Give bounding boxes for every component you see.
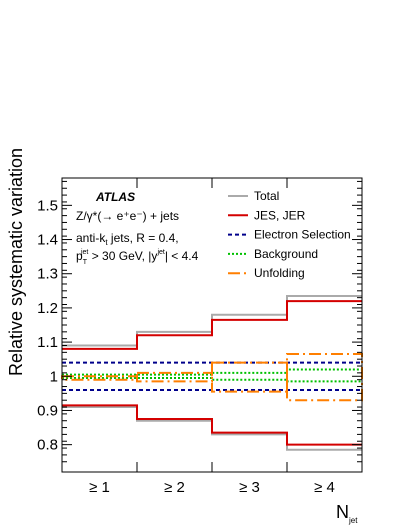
info-line-2: anti-kt jets, R = 0.4, [76,231,179,247]
series-box-unfolding [211,361,288,393]
series-line-jes-jer-up [62,300,362,350]
y-tick-label: 1.2 [37,300,58,317]
x-axis-ticks: ≥ 1 ≥ 2 ≥ 3 ≥ 4 [89,178,335,496]
y-tick-label: 1.1 [37,334,58,351]
legend-label-total: Total [254,189,279,203]
y-tick-label: 0.8 [37,437,58,454]
x-axis-label-main: N [336,502,349,522]
y-axis-label: Relative systematic variation [6,148,26,376]
x-axis-label: Njet [336,502,358,525]
info-line-2-sub: t [105,238,108,247]
legend-label-electron-selection: Electron Selection [254,228,351,242]
info-line-2-main: anti-k [76,231,106,245]
info-line-3: pTjet > 30 GeV, |yjet| < 4.4 [76,249,199,266]
y-axis-ticks: 0.8 0.9 1 1.1 1.2 1.3 1.4 1.5 [37,180,362,463]
y-tick-label: 1.3 [37,266,58,283]
y-tick-label: 0.9 [37,402,58,419]
atlas-label: ATLAS [95,190,135,204]
y-tick-label: 1.4 [37,232,58,249]
legend-label-jes-jer: JES, JER [254,208,306,222]
info-line-3-mid: > 30 GeV, |y [88,249,157,263]
x-tick-label: ≥ 4 [314,479,335,496]
series-box-unfolding [136,371,213,383]
legend-label-unfolding: Unfolding [254,266,305,280]
x-tick-label: ≥ 3 [239,479,260,496]
series-line-jes-jer-down [62,404,362,446]
x-axis-label-sub: jet [348,516,358,525]
info-line-3-p: p [76,249,83,263]
info-line-1: Z/γ*(→ e⁺e⁻) + jets [76,209,179,223]
y-tick-label: 1.5 [37,197,58,214]
x-tick-label: ≥ 1 [89,479,110,496]
legend: Total JES, JER Electron Selection Backgroun… [228,189,351,280]
info-line-3-p-sup: jet [80,249,88,256]
info-line-3-p-sub: T [83,259,88,266]
info-line-3-end: | < 4.4 [165,249,199,263]
x-tick-label: ≥ 2 [164,479,185,496]
y-tick-label: 1 [50,368,58,385]
legend-label-background: Background [254,247,318,261]
plot-content [61,294,363,451]
info-line-2-rest: jets, R = 0.4, [108,231,179,245]
series-box-unfolding [286,353,363,402]
info-line-3-y-sup: jet [156,249,164,256]
